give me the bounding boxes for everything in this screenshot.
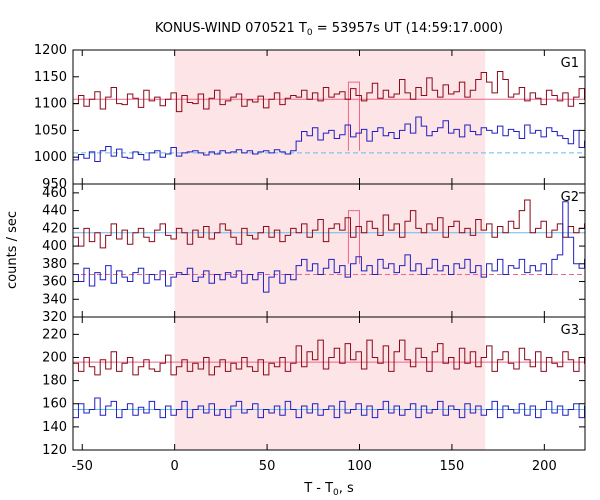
y-tick-label: 220 [42, 327, 67, 342]
panel-label-g1: G1 [561, 56, 579, 71]
y-tick-label: 380 [42, 257, 67, 272]
series-low-g2 [73, 201, 585, 293]
y-tick-label: 1200 [34, 43, 67, 58]
y-tick-label: 400 [42, 239, 67, 254]
panel-frame [72, 316, 586, 451]
y-tick-label: 1050 [34, 123, 67, 138]
chart-title-rest: = 53957s UT (14:59:17.000) [313, 21, 503, 36]
shaded-interval [174, 50, 486, 184]
shaded-interval [174, 317, 486, 450]
panel-label-g2: G2 [561, 190, 579, 205]
y-tick-label: 1150 [34, 70, 67, 85]
series-low-g1 [73, 116, 585, 162]
y-tick-label: 160 [42, 397, 67, 412]
x-tick-label: 100 [347, 459, 372, 474]
x-axis-label: T - T0, s [303, 481, 354, 498]
panels-group: 95010001050110011501200G1320340360380400… [34, 43, 586, 474]
y-tick-label: 460 [42, 186, 67, 201]
chart-title-sub: 0 [307, 28, 313, 38]
y-tick-label: 440 [42, 204, 67, 219]
shaded-interval [174, 184, 486, 317]
x-tick-label: -50 [72, 459, 93, 474]
panel-g1 [73, 50, 585, 184]
x-axis-label-main: T - T [303, 481, 333, 496]
panel-label-g3: G3 [561, 323, 579, 338]
series-high-g1 [73, 70, 585, 113]
y-tick-label: 1000 [34, 150, 67, 165]
x-tick-label: 50 [259, 459, 276, 474]
x-axis-label-sub: 0 [333, 488, 339, 498]
series-high-g2 [73, 199, 585, 249]
y-tick-label: 140 [42, 420, 67, 435]
panel-g2 [73, 184, 585, 317]
x-tick-label: 200 [532, 459, 557, 474]
y-tick-label: 950 [42, 177, 67, 192]
y-tick-label: 200 [42, 350, 67, 365]
pulse-model-line [347, 81, 360, 151]
x-tick-label: 0 [171, 459, 179, 474]
x-tick-label: 150 [440, 459, 465, 474]
y-tick-label: 340 [42, 292, 67, 307]
series-high-g3 [73, 339, 585, 376]
y-tick-label: 180 [42, 374, 67, 389]
x-axis-label-rest: , s [339, 481, 354, 496]
panel-g3 [73, 317, 585, 450]
chart-title-main: KONUS-WIND 070521 T [155, 21, 307, 36]
series-low-g3 [73, 397, 585, 419]
y-tick-label: 320 [42, 310, 67, 325]
y-tick-label: 360 [42, 275, 67, 290]
y-axis-label: counts / sec [5, 211, 20, 289]
y-tick-label: 120 [42, 443, 67, 458]
y-tick-label: 420 [42, 221, 67, 236]
chart-title: KONUS-WIND 070521 T0 = 53957s UT (14:59:… [155, 21, 503, 38]
y-tick-label: 1100 [34, 97, 67, 112]
pulse-model-line [347, 210, 360, 264]
